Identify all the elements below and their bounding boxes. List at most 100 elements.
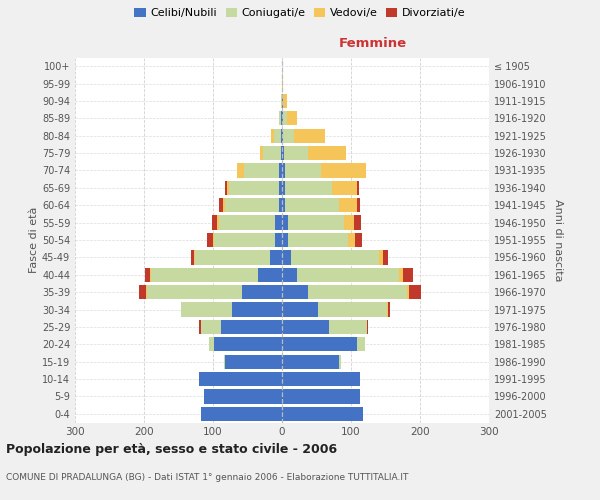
- Bar: [199, 320, 200, 334]
- Bar: [199, 372, 282, 386]
- Bar: [297, 268, 400, 282]
- Bar: [263, 146, 281, 160]
- Bar: [281, 146, 282, 160]
- Text: Popolazione per età, sesso e stato civile - 2006: Popolazione per età, sesso e stato civil…: [6, 442, 337, 456]
- Bar: [329, 320, 367, 334]
- Text: COMUNE DI PRADALUNGA (BG) - Dati ISTAT 1° gennaio 2006 - Elaborazione TUTTITALIA: COMUNE DI PRADALUNGA (BG) - Dati ISTAT 1…: [6, 472, 409, 482]
- Bar: [269, 250, 282, 264]
- Bar: [291, 250, 379, 264]
- Bar: [278, 111, 279, 126]
- Bar: [282, 320, 329, 334]
- Bar: [283, 128, 294, 143]
- Bar: [282, 146, 284, 160]
- Bar: [294, 128, 325, 143]
- Bar: [200, 406, 282, 421]
- Bar: [204, 390, 282, 404]
- Bar: [282, 111, 283, 126]
- Bar: [282, 164, 286, 177]
- Bar: [217, 216, 218, 230]
- Bar: [214, 337, 282, 351]
- Bar: [278, 180, 282, 195]
- Bar: [282, 372, 360, 386]
- Bar: [282, 354, 338, 369]
- Bar: [281, 128, 282, 143]
- Bar: [332, 180, 356, 195]
- Bar: [356, 180, 359, 195]
- Bar: [279, 111, 281, 126]
- Bar: [367, 320, 368, 334]
- Bar: [151, 268, 258, 282]
- Bar: [208, 233, 213, 247]
- Bar: [229, 180, 278, 195]
- Bar: [387, 302, 388, 316]
- Bar: [282, 268, 297, 282]
- Bar: [214, 233, 275, 247]
- Bar: [139, 285, 146, 300]
- Bar: [356, 337, 365, 351]
- Bar: [356, 198, 360, 212]
- Bar: [355, 233, 362, 247]
- Bar: [221, 320, 282, 334]
- Bar: [281, 94, 282, 108]
- Bar: [338, 354, 341, 369]
- Bar: [388, 302, 391, 316]
- Bar: [282, 337, 356, 351]
- Y-axis label: Anni di nascita: Anni di nascita: [553, 198, 563, 281]
- Bar: [281, 111, 282, 126]
- Bar: [318, 302, 387, 316]
- Legend: Celibi/Nubili, Coniugati/e, Vedovi/e, Divorziati/e: Celibi/Nubili, Coniugati/e, Vedovi/e, Di…: [130, 3, 470, 22]
- Bar: [213, 233, 214, 247]
- Bar: [379, 250, 383, 264]
- Bar: [237, 164, 244, 177]
- Bar: [282, 180, 286, 195]
- Bar: [191, 250, 194, 264]
- Bar: [275, 216, 282, 230]
- Bar: [282, 233, 287, 247]
- Bar: [146, 285, 147, 300]
- Bar: [218, 216, 275, 230]
- Bar: [227, 180, 229, 195]
- Bar: [286, 180, 332, 195]
- Bar: [286, 164, 322, 177]
- Bar: [287, 111, 297, 126]
- Bar: [403, 268, 413, 282]
- Bar: [286, 198, 339, 212]
- Bar: [200, 320, 221, 334]
- Bar: [194, 250, 195, 264]
- Bar: [282, 285, 308, 300]
- Bar: [282, 94, 283, 108]
- Bar: [271, 128, 274, 143]
- Bar: [145, 268, 150, 282]
- Bar: [409, 285, 421, 300]
- Bar: [308, 146, 346, 160]
- Text: Femmine: Femmine: [339, 37, 407, 50]
- Bar: [223, 198, 225, 212]
- Bar: [383, 250, 388, 264]
- Bar: [339, 198, 356, 212]
- Bar: [181, 302, 232, 316]
- Bar: [282, 198, 286, 212]
- Bar: [344, 216, 355, 230]
- Bar: [278, 164, 282, 177]
- Bar: [283, 94, 287, 108]
- Bar: [282, 250, 291, 264]
- Bar: [284, 146, 308, 160]
- Bar: [150, 268, 151, 282]
- Bar: [219, 198, 223, 212]
- Bar: [226, 354, 282, 369]
- Bar: [274, 128, 281, 143]
- Bar: [348, 233, 355, 247]
- Bar: [209, 337, 214, 351]
- Bar: [308, 285, 407, 300]
- Bar: [407, 285, 409, 300]
- Bar: [287, 216, 344, 230]
- Bar: [226, 180, 227, 195]
- Bar: [195, 250, 269, 264]
- Bar: [355, 216, 361, 230]
- Bar: [258, 268, 282, 282]
- Bar: [224, 354, 226, 369]
- Bar: [225, 198, 278, 212]
- Bar: [282, 128, 283, 143]
- Bar: [322, 164, 366, 177]
- Bar: [282, 302, 318, 316]
